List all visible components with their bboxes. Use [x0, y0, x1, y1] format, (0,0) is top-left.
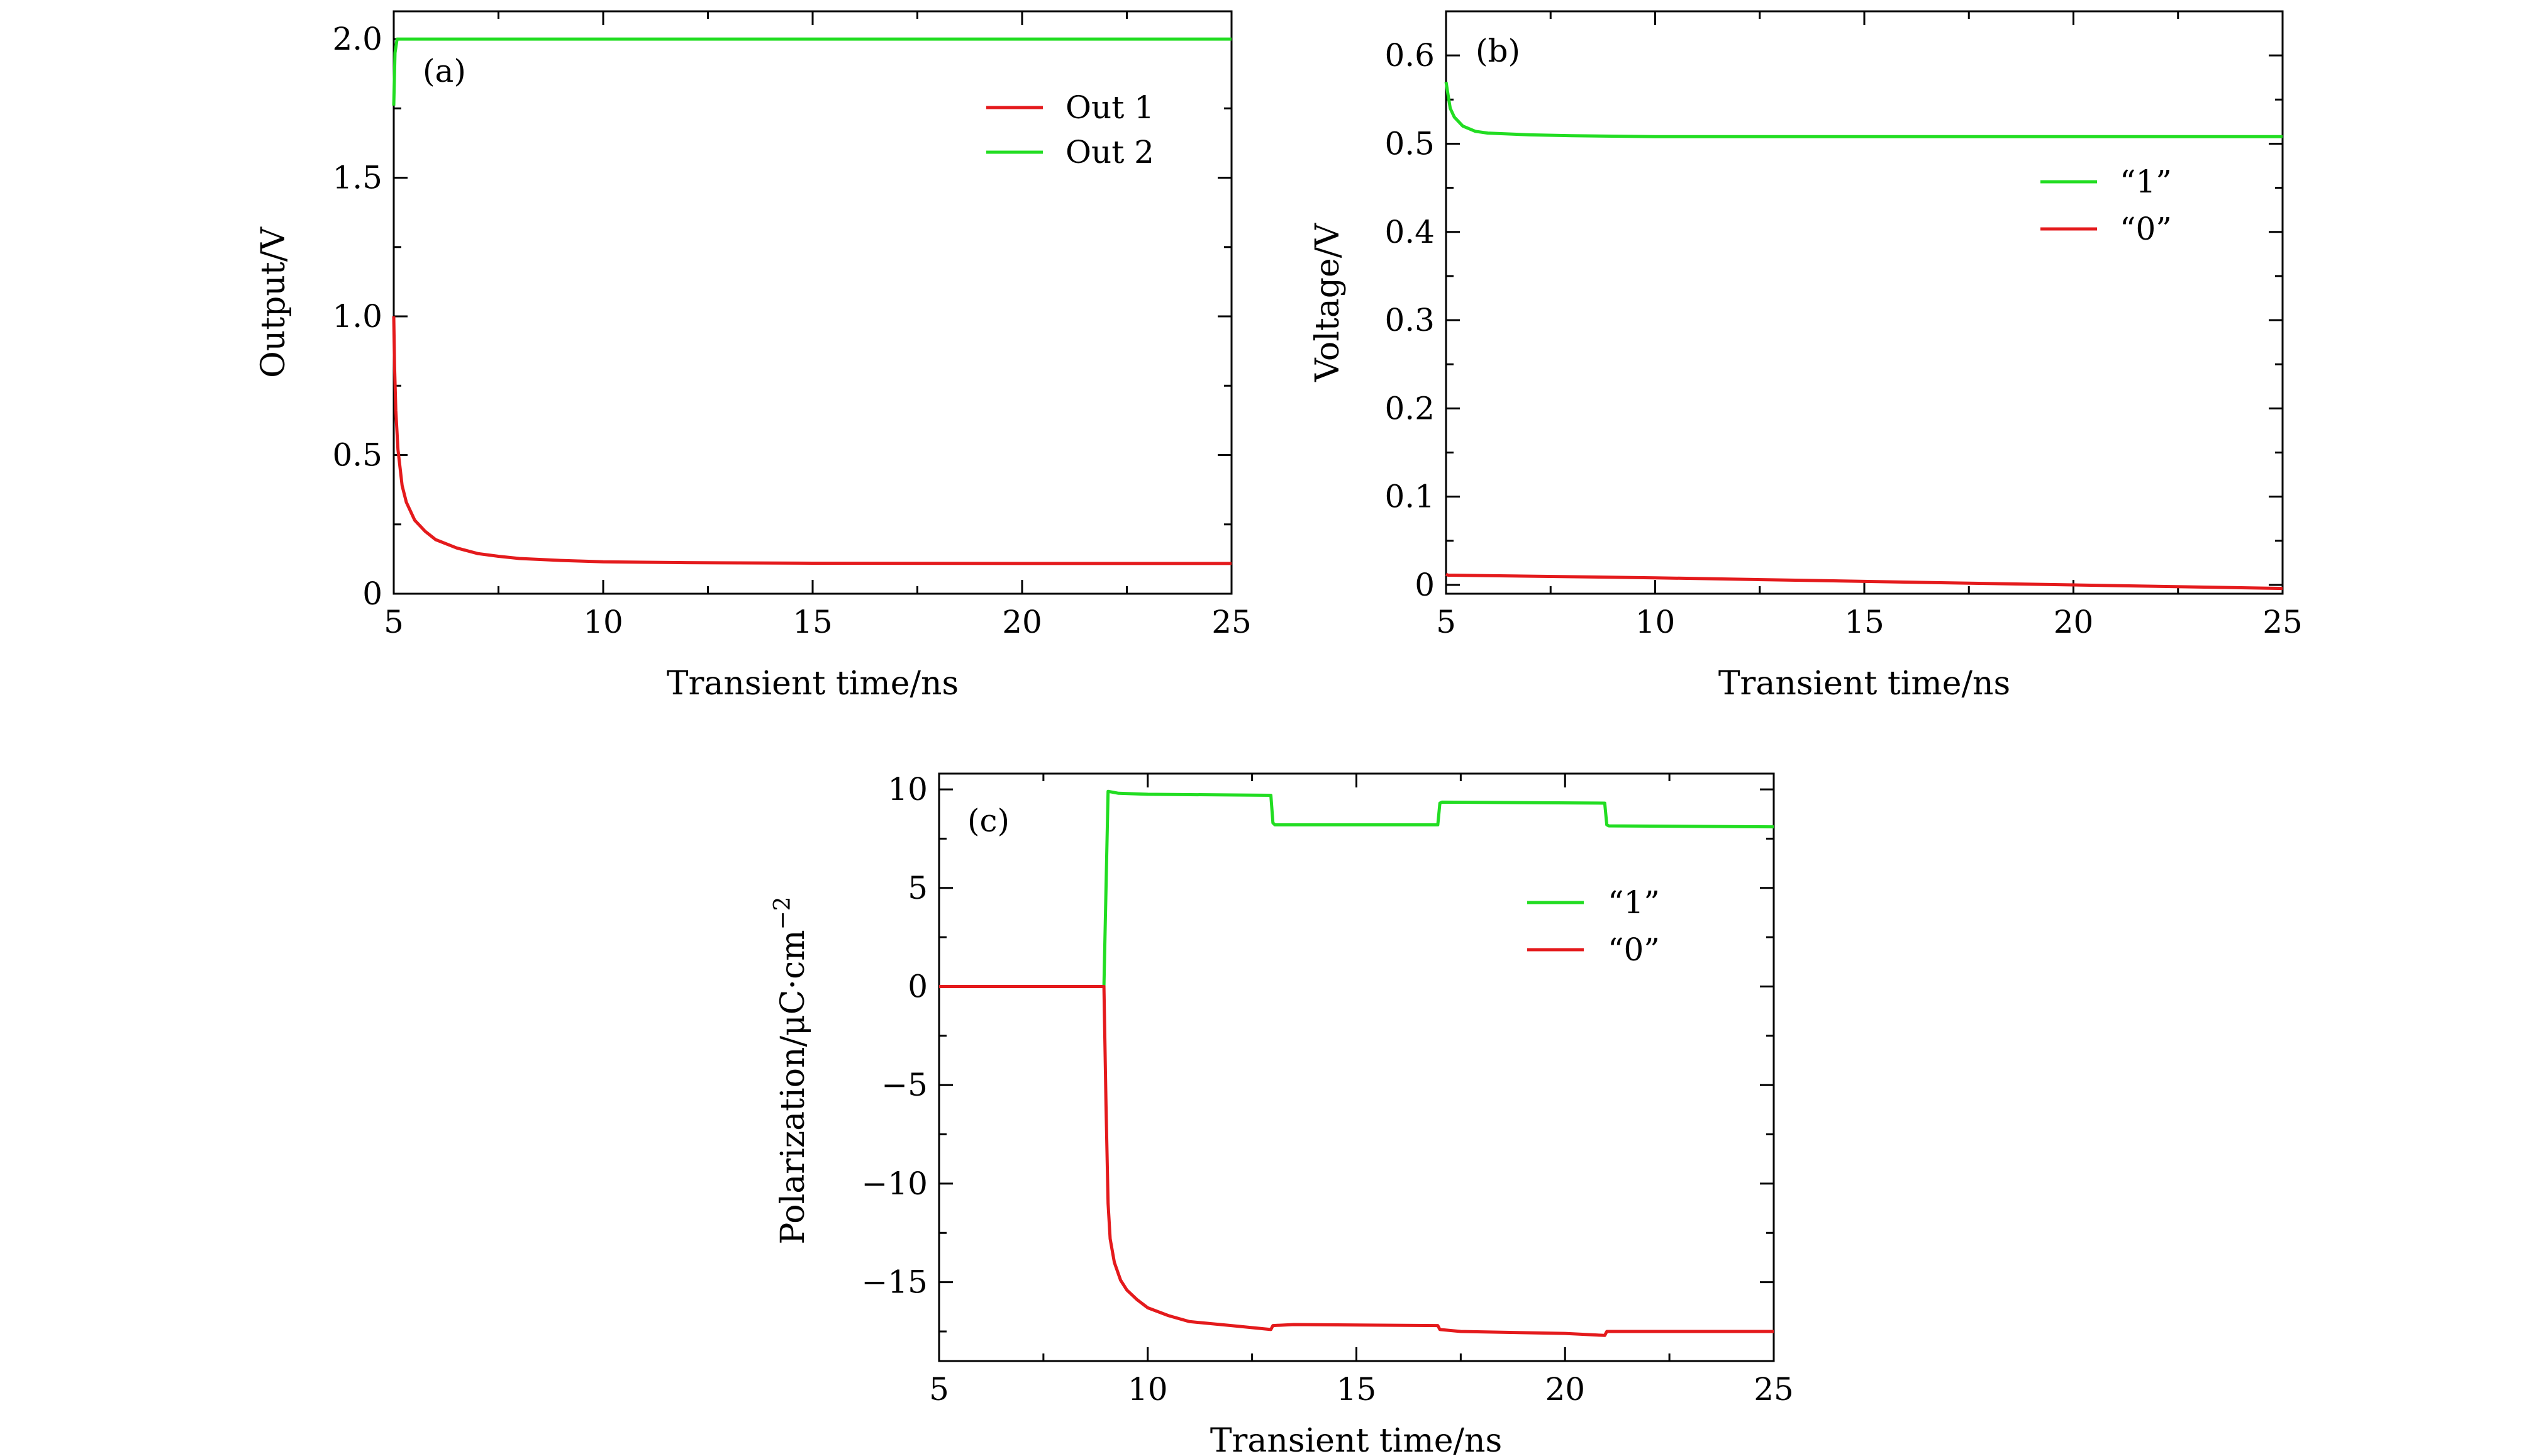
panel-c-x-tick-label: 25	[1754, 1371, 1794, 1408]
panel-c-series-line-0	[939, 789, 1774, 988]
panel-a-legend-label-out-1: Out 1	[1065, 89, 1154, 126]
panel-c-label: (c)	[967, 803, 1010, 839]
panel-b-y-axis-title: Voltage/V	[1309, 223, 1347, 382]
panel-a-plot-area: 5 10 15 20 25 0 0.5 1.0 1.5 2.0	[332, 10, 1252, 640]
panel-c-x-tick-label: 5	[929, 1371, 949, 1408]
panel-c-y-axis-title: Polarization/μC·cm−2	[770, 896, 812, 1244]
panel-c-legend: “1” “0”	[1527, 884, 1660, 968]
panel-c-y-tick-label: 10	[887, 771, 928, 808]
panel-b-x-tick-label: 10	[1635, 604, 1676, 640]
panel-b-y-tick-label: 0.4	[1384, 214, 1435, 250]
panel-b-y-tick-label: 0.6	[1384, 37, 1435, 74]
panel-b-x-tick-label: 5	[1436, 604, 1456, 640]
panel-a-x-axis-title: Transient time/ns	[667, 665, 959, 703]
panel-c-x-tick-label: 20	[1545, 1371, 1585, 1408]
panel-b: 5 10 15 20 25 0 0.1 0.2 0.3 0.4 0.5 0.6 Transient t…	[1309, 10, 2303, 703]
panel-c-y-axis-title-base: Polarization/μC·cm	[774, 930, 812, 1244]
panel-a: 5 10 15 20 25 0 0.5 1.0 1.5 2.0 Transient time/ns…	[255, 10, 1252, 703]
panel-a-label: (a)	[423, 53, 466, 89]
panel-a-y-tick-label: 2.0	[332, 21, 382, 57]
panel-a-x-tick-label: 25	[1211, 604, 1252, 640]
panel-b-y-tick-label: 0.5	[1384, 125, 1435, 162]
panel-b-legend-label-1: “1”	[2120, 164, 2172, 200]
panel-a-x-tick-label: 10	[583, 604, 623, 640]
panel-c-series-line-1	[939, 985, 1774, 1337]
panel-b-series-line-1	[1445, 572, 2283, 591]
panel-a-legend-label-out-2: Out 2	[1065, 134, 1154, 170]
panel-a-x-tick-label: 5	[384, 604, 404, 640]
panel-c-y-tick-label: −5	[881, 1067, 928, 1103]
panel-b-y-tick-label: 0.2	[1384, 390, 1435, 426]
panel-b-y-tick-label: 0	[1415, 567, 1435, 603]
panel-c-y-axis-title-superscript: −2	[770, 896, 796, 930]
panel-b-label: (b)	[1476, 33, 1520, 69]
panel-a-legend: Out 1 Out 2	[986, 89, 1154, 170]
panel-a-y-tick-label: 1.5	[332, 160, 382, 196]
panel-b-x-tick-label: 20	[2054, 604, 2094, 640]
panel-a-x-tick-label: 20	[1002, 604, 1042, 640]
panel-c-x-tick-label: 15	[1337, 1371, 1377, 1408]
panel-c-legend-label-0: “0”	[1608, 931, 1660, 968]
panel-b-legend-label-0: “0”	[2120, 211, 2172, 247]
panel-c-axes-frame	[938, 772, 1775, 1362]
panel-c-y-tick-label: −10	[861, 1165, 928, 1202]
panel-b-axes-frame	[1445, 10, 2284, 595]
panel-b-x-axis-title: Transient time/ns	[1718, 665, 2010, 703]
panel-b-y-tick-label: 0.1	[1384, 479, 1435, 515]
panel-a-y-tick-label: 0.5	[332, 437, 382, 474]
panel-c-y-tick-label: −15	[861, 1264, 928, 1301]
panel-a-series-line-1	[392, 37, 1232, 106]
panel-a-y-axis-title: Output/V	[255, 226, 292, 378]
panel-a-series-line-0	[392, 316, 1232, 565]
panel-a-y-tick-label: 0	[362, 575, 382, 612]
panel-b-legend: “1” “0”	[2040, 164, 2172, 247]
panel-c-legend-label-1: “1”	[1608, 884, 1660, 921]
panel-a-x-tick-label: 15	[793, 604, 833, 640]
panel-c-x-tick-label: 10	[1128, 1371, 1168, 1408]
panel-c-y-tick-label: 5	[908, 870, 928, 906]
panel-a-y-tick-label: 1.0	[332, 298, 382, 335]
panel-b-series-line-0	[1444, 81, 2283, 138]
panel-b-x-tick-label: 25	[2262, 604, 2303, 640]
panel-c-x-axis-title: Transient time/ns	[1210, 1422, 1502, 1456]
panel-b-y-tick-label: 0.3	[1384, 302, 1435, 338]
panel-b-plot-area: 5 10 15 20 25 0 0.1 0.2 0.3 0.4 0.5 0.6	[1384, 10, 2303, 640]
panel-c-plot-area: 5 10 15 20 25 10 5 0 −5 −10 −15	[861, 771, 1793, 1408]
panel-c-y-tick-label: 0	[908, 968, 928, 1004]
panel-b-x-tick-label: 15	[1844, 604, 1884, 640]
